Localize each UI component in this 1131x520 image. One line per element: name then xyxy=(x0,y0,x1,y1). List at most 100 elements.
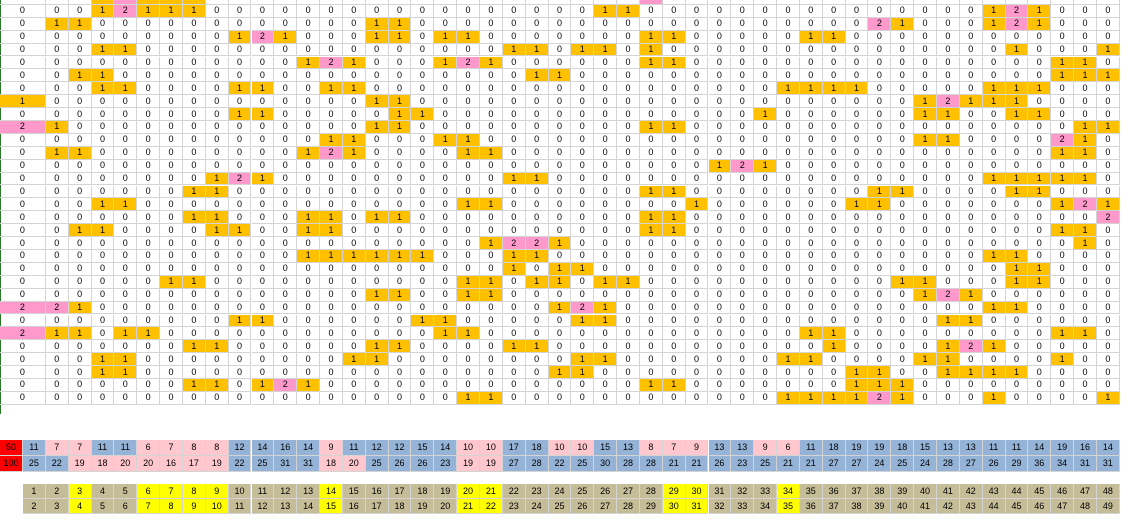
grid-cell[interactable]: 1 xyxy=(342,353,366,367)
grid-cell[interactable]: 0 xyxy=(182,224,206,238)
grid-cell[interactable]: 0 xyxy=(251,17,275,31)
grid-cell[interactable]: 0 xyxy=(68,4,92,18)
grid-cell[interactable]: 0 xyxy=(731,327,755,341)
grid-cell[interactable]: 0 xyxy=(0,4,46,18)
grid-cell[interactable]: 0 xyxy=(639,172,663,186)
grid-cell[interactable]: 0 xyxy=(91,340,115,354)
grid-cell[interactable]: 0 xyxy=(799,121,823,134)
grid-cell[interactable]: 0 xyxy=(388,0,412,5)
grid-cell[interactable]: 0 xyxy=(114,185,138,199)
grid-cell[interactable]: 0 xyxy=(251,353,275,367)
grid-cell[interactable]: 1 xyxy=(914,288,937,302)
grid-cell[interactable]: 0 xyxy=(274,108,298,121)
grid-cell[interactable]: 0 xyxy=(868,314,892,328)
grid-cell[interactable]: 1 xyxy=(1096,121,1120,134)
grid-cell[interactable]: 0 xyxy=(617,146,640,160)
grid-cell[interactable]: 0 xyxy=(754,0,778,5)
stats-cell[interactable]: 11 xyxy=(91,440,115,456)
grid-cell[interactable]: 0 xyxy=(639,366,663,379)
stats-cell[interactable]: 26 xyxy=(388,456,412,472)
grid-cell[interactable]: 1 xyxy=(982,17,1006,31)
index-cell[interactable]: 17 xyxy=(388,484,412,499)
grid-cell[interactable]: 1 xyxy=(982,391,1006,405)
grid-cell[interactable]: 0 xyxy=(365,43,389,57)
grid-cell[interactable]: 0 xyxy=(982,224,1006,238)
grid-cell[interactable]: 0 xyxy=(502,379,526,392)
grid-cell[interactable]: 0 xyxy=(982,133,1006,147)
grid-cell[interactable]: 1 xyxy=(320,250,343,263)
index-cell[interactable]: 13 xyxy=(274,499,298,514)
grid-cell[interactable]: 0 xyxy=(868,30,892,44)
grid-cell[interactable]: 0 xyxy=(251,224,275,238)
grid-cell[interactable]: 0 xyxy=(160,237,183,250)
grid-cell[interactable]: 0 xyxy=(959,82,983,96)
grid-cell[interactable]: 1 xyxy=(480,275,503,289)
grid-cell[interactable]: 0 xyxy=(548,327,572,341)
grid-cell[interactable]: 0 xyxy=(617,17,640,31)
grid-cell[interactable]: 0 xyxy=(480,43,503,57)
grid-cell[interactable]: 0 xyxy=(1074,379,1097,392)
grid-cell[interactable]: 0 xyxy=(731,262,755,276)
grid-cell[interactable]: 0 xyxy=(617,159,640,173)
grid-cell[interactable]: 0 xyxy=(0,108,46,121)
grid-cell[interactable]: 0 xyxy=(982,262,1006,276)
grid-cell[interactable]: 0 xyxy=(662,301,686,315)
grid-cell[interactable]: 0 xyxy=(434,262,458,276)
grid-cell[interactable]: 1 xyxy=(68,224,92,238)
grid-cell[interactable]: 0 xyxy=(68,198,92,212)
grid-cell[interactable]: 1 xyxy=(297,146,321,160)
stats-cell[interactable]: 19 xyxy=(1051,440,1075,456)
grid-cell[interactable]: 0 xyxy=(868,0,892,5)
grid-cell[interactable]: 0 xyxy=(799,17,823,31)
grid-cell[interactable]: 0 xyxy=(548,56,572,70)
grid-cell[interactable]: 1 xyxy=(571,262,595,276)
grid-cell[interactable]: 0 xyxy=(548,340,572,354)
grid-cell[interactable]: 1 xyxy=(982,95,1006,109)
stats-total-cell[interactable]: 50 xyxy=(0,440,23,456)
grid-cell[interactable]: 0 xyxy=(297,133,321,147)
index-cell[interactable]: 3 xyxy=(45,499,69,514)
grid-cell[interactable]: 0 xyxy=(571,30,595,44)
grid-cell[interactable]: 0 xyxy=(274,172,298,186)
grid-cell[interactable]: 0 xyxy=(228,391,252,405)
grid-cell[interactable]: 0 xyxy=(868,340,892,354)
grid-cell[interactable]: 0 xyxy=(525,82,549,96)
grid-cell[interactable]: 0 xyxy=(342,185,366,199)
grid-cell[interactable]: 0 xyxy=(639,159,663,173)
index-cell[interactable]: 2 xyxy=(23,499,46,514)
grid-cell[interactable]: 0 xyxy=(320,327,343,341)
grid-cell[interactable]: 0 xyxy=(959,275,983,289)
grid-cell[interactable]: 0 xyxy=(799,262,823,276)
grid-cell[interactable]: 0 xyxy=(434,211,458,225)
grid-cell[interactable]: 0 xyxy=(822,250,846,263)
grid-cell[interactable]: 0 xyxy=(685,211,709,225)
grid-cell[interactable]: 0 xyxy=(822,353,846,367)
index-cell[interactable]: 44 xyxy=(1005,484,1029,499)
grid-cell[interactable]: 0 xyxy=(1028,391,1052,405)
index-cell[interactable]: 36 xyxy=(822,484,846,499)
grid-cell[interactable]: 0 xyxy=(799,146,823,160)
grid-cell[interactable]: 0 xyxy=(571,17,595,31)
grid-cell[interactable]: 0 xyxy=(45,133,69,147)
grid-cell[interactable]: 1 xyxy=(228,314,252,328)
stats-cell[interactable]: 25 xyxy=(23,456,46,472)
grid-cell[interactable]: 2 xyxy=(228,172,252,186)
index-cell[interactable]: 28 xyxy=(617,499,640,514)
grid-cell[interactable]: 0 xyxy=(342,69,366,83)
grid-cell[interactable]: 0 xyxy=(548,391,572,405)
grid-cell[interactable]: 0 xyxy=(868,353,892,367)
grid-cell[interactable]: 0 xyxy=(571,0,595,5)
grid-cell[interactable]: 0 xyxy=(777,30,800,44)
grid-cell[interactable]: 0 xyxy=(868,82,892,96)
grid-cell[interactable]: 0 xyxy=(228,327,252,341)
grid-cell[interactable]: 0 xyxy=(251,69,275,83)
grid-cell[interactable]: 1 xyxy=(822,340,846,354)
grid-cell[interactable]: 0 xyxy=(45,56,69,70)
grid-cell[interactable]: 1 xyxy=(251,172,275,186)
grid-cell[interactable]: 0 xyxy=(959,353,983,367)
grid-cell[interactable]: 0 xyxy=(114,121,138,134)
grid-cell[interactable]: 0 xyxy=(1028,43,1052,57)
index-cell[interactable]: 46 xyxy=(1051,484,1075,499)
grid-cell[interactable]: 0 xyxy=(799,301,823,315)
grid-cell[interactable]: 0 xyxy=(1074,340,1097,354)
